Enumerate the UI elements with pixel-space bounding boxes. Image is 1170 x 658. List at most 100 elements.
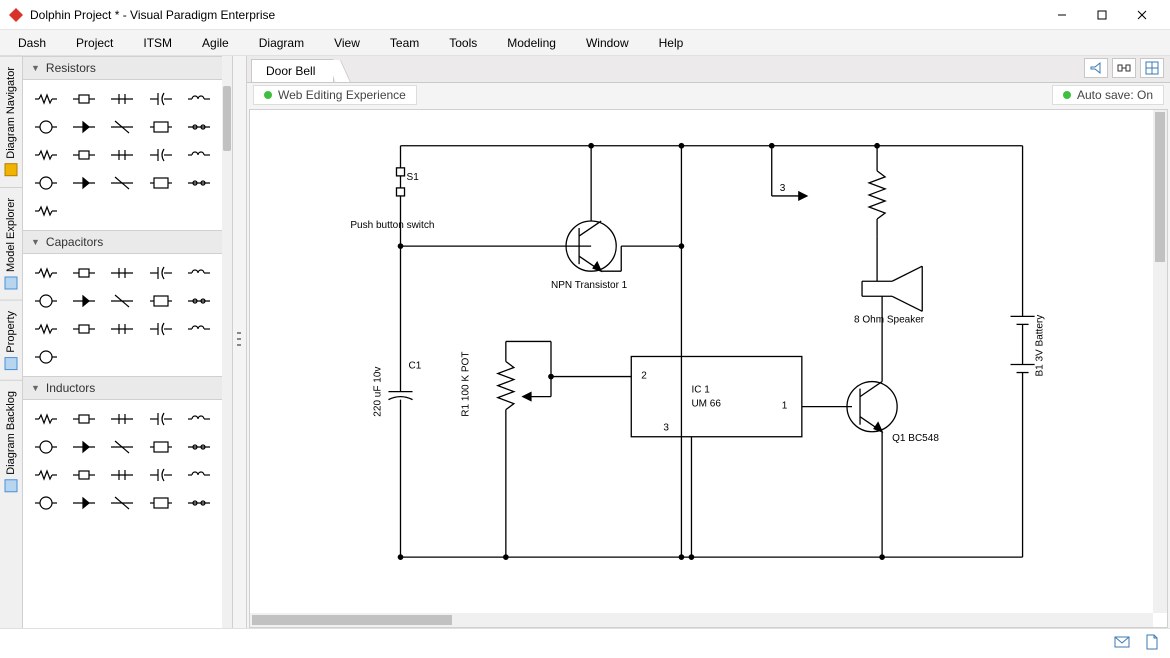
minimize-button[interactable]	[1042, 1, 1082, 29]
menu-modeling[interactable]: Modeling	[507, 36, 556, 50]
palette-shape[interactable]	[31, 88, 61, 110]
palette-shape[interactable]	[31, 436, 61, 458]
scrollbar-thumb[interactable]	[223, 86, 231, 151]
palette-scrollbar[interactable]	[222, 56, 232, 628]
diagram-canvas[interactable]: S1 Push button switch NPN Transistor 1 C…	[249, 109, 1168, 628]
close-button[interactable]	[1122, 1, 1162, 29]
palette-shape[interactable]	[184, 144, 214, 166]
menu-itsm[interactable]: ITSM	[143, 36, 172, 50]
palette-shape[interactable]	[31, 200, 61, 222]
palette-shape[interactable]	[69, 318, 99, 340]
palette-shape[interactable]	[31, 262, 61, 284]
palette-shape[interactable]	[184, 408, 214, 430]
section-header-inductors[interactable]: ▼Inductors	[23, 376, 232, 400]
palette-shape[interactable]	[146, 290, 176, 312]
palette-shape[interactable]	[69, 436, 99, 458]
palette-shape[interactable]	[69, 144, 99, 166]
palette-shape[interactable]	[107, 172, 137, 194]
palette-shape[interactable]	[146, 88, 176, 110]
app-logo-icon	[8, 7, 24, 23]
menu-diagram[interactable]: Diagram	[259, 36, 304, 50]
palette-shape[interactable]	[69, 88, 99, 110]
label-pin3: 3	[663, 423, 669, 434]
sidetab-diagram-navigator[interactable]: Diagram Navigator	[0, 56, 22, 187]
palette-shape[interactable]	[184, 492, 214, 514]
canvas-status-row: Web Editing Experience Auto save: On	[247, 83, 1170, 107]
palette-shape[interactable]	[31, 464, 61, 486]
tool-layout-button[interactable]	[1112, 58, 1136, 78]
palette-shape[interactable]	[146, 262, 176, 284]
document-icon[interactable]	[1144, 634, 1160, 653]
palette-shape[interactable]	[31, 172, 61, 194]
palette-shape[interactable]	[69, 172, 99, 194]
palette-shape[interactable]	[107, 116, 137, 138]
status-autosave[interactable]: Auto save: On	[1052, 85, 1164, 105]
diagram-tab-doorbell[interactable]: Door Bell	[251, 59, 334, 82]
palette-shape[interactable]	[69, 116, 99, 138]
canvas-vscrollbar[interactable]	[1153, 110, 1167, 613]
label-npn: NPN Transistor 1	[551, 280, 628, 291]
tool-grid-button[interactable]	[1140, 58, 1164, 78]
palette-shape[interactable]	[184, 436, 214, 458]
label-ic1b: UM 66	[691, 399, 721, 410]
menu-dash[interactable]: Dash	[18, 36, 46, 50]
sidetab-diagram-backlog[interactable]: Diagram Backlog	[0, 380, 22, 503]
menu-team[interactable]: Team	[390, 36, 419, 50]
palette-shape[interactable]	[146, 172, 176, 194]
maximize-button[interactable]	[1082, 1, 1122, 29]
menu-tools[interactable]: Tools	[449, 36, 477, 50]
status-web-editing[interactable]: Web Editing Experience	[253, 85, 417, 105]
scrollbar-thumb[interactable]	[1155, 112, 1165, 262]
palette-shape[interactable]	[146, 408, 176, 430]
tool-announce-button[interactable]	[1084, 58, 1108, 78]
palette-shape[interactable]	[107, 436, 137, 458]
palette-shape[interactable]	[69, 262, 99, 284]
menu-window[interactable]: Window	[586, 36, 629, 50]
menu-project[interactable]: Project	[76, 36, 113, 50]
palette-shape[interactable]	[31, 408, 61, 430]
palette-shape[interactable]	[31, 144, 61, 166]
palette-shape[interactable]	[69, 408, 99, 430]
palette-shape[interactable]	[184, 172, 214, 194]
menu-help[interactable]: Help	[659, 36, 684, 50]
palette-shape[interactable]	[107, 262, 137, 284]
palette-shape[interactable]	[107, 492, 137, 514]
palette-shape[interactable]	[146, 144, 176, 166]
palette-shape[interactable]	[107, 464, 137, 486]
mail-icon[interactable]	[1114, 634, 1130, 653]
palette-shape[interactable]	[146, 318, 176, 340]
section-header-capacitors[interactable]: ▼Capacitors	[23, 230, 232, 254]
palette-shape[interactable]	[184, 262, 214, 284]
palette-shape[interactable]	[184, 116, 214, 138]
palette-shape[interactable]	[31, 318, 61, 340]
palette-shape[interactable]	[107, 144, 137, 166]
splitter[interactable]	[233, 56, 247, 628]
menu-view[interactable]: View	[334, 36, 360, 50]
palette-shape[interactable]	[31, 346, 61, 368]
palette-shape[interactable]	[31, 116, 61, 138]
palette-shape[interactable]	[69, 464, 99, 486]
palette-shape[interactable]	[184, 290, 214, 312]
scrollbar-thumb[interactable]	[252, 615, 452, 625]
canvas-hscrollbar[interactable]	[250, 613, 1153, 627]
palette-shape[interactable]	[69, 492, 99, 514]
palette-shape[interactable]	[69, 290, 99, 312]
menu-agile[interactable]: Agile	[202, 36, 229, 50]
palette-shape[interactable]	[31, 290, 61, 312]
palette-shape[interactable]	[184, 318, 214, 340]
sidetab-model-explorer[interactable]: Model Explorer	[0, 187, 22, 300]
palette-shape[interactable]	[184, 88, 214, 110]
palette-shape[interactable]	[184, 464, 214, 486]
palette-shape[interactable]	[107, 408, 137, 430]
section-header-resistors[interactable]: ▼Resistors	[23, 56, 232, 80]
palette-shape[interactable]	[107, 318, 137, 340]
palette-shape[interactable]	[107, 88, 137, 110]
palette-shape[interactable]	[31, 492, 61, 514]
palette-shape[interactable]	[146, 436, 176, 458]
palette-shape[interactable]	[107, 290, 137, 312]
sidetab-property[interactable]: Property	[0, 300, 22, 381]
tabstrip-tools	[1084, 58, 1164, 78]
palette-shape[interactable]	[146, 116, 176, 138]
palette-shape[interactable]	[146, 492, 176, 514]
palette-shape[interactable]	[146, 464, 176, 486]
